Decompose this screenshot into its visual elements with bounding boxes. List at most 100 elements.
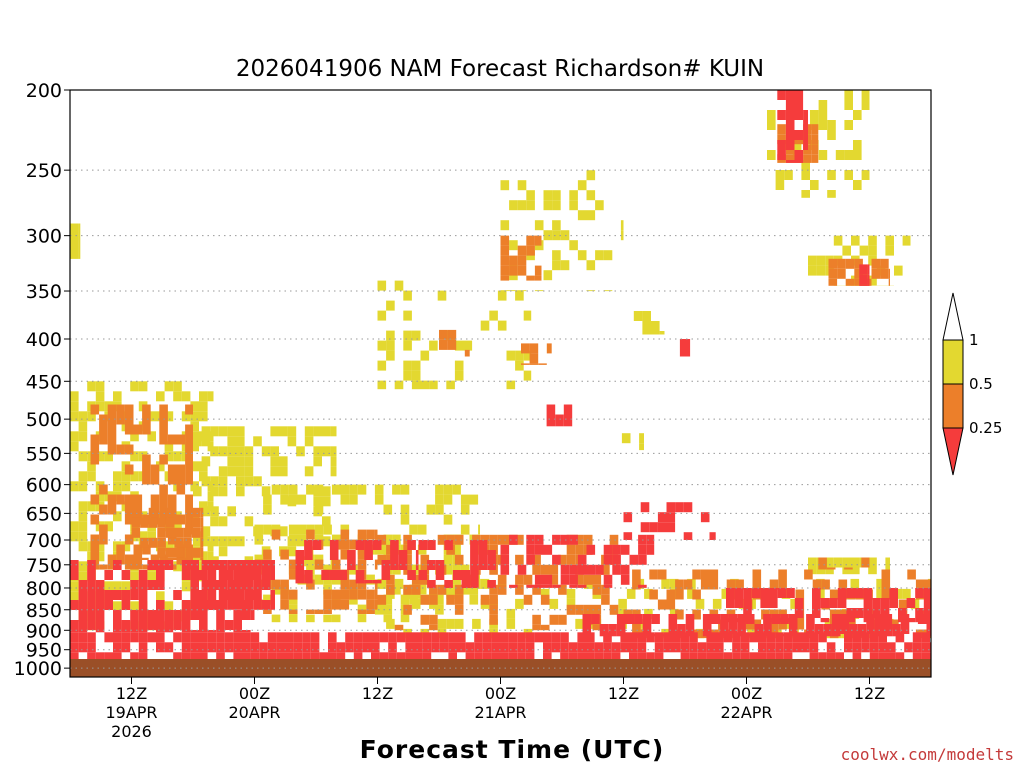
ri-cell-0.25_0.5	[165, 547, 175, 558]
ri-cell-0.5_1	[827, 170, 836, 180]
ri-cell-0.25_0.5	[116, 554, 125, 565]
ri-cell-0.25_0.5	[844, 567, 853, 570]
ri-cell-0.5_1	[288, 524, 298, 535]
ri-cell-0.5_1	[377, 380, 387, 390]
ri-cell-0.25_0.5	[331, 589, 341, 600]
ri-cell-0.25_0.5	[649, 589, 658, 600]
ri-cell-0.25_0.5	[523, 574, 533, 585]
ri-cell-lt_0.25	[857, 624, 867, 634]
ri-cell-lt_0.25	[794, 160, 804, 163]
ri-cell-0.5_1	[409, 524, 418, 535]
ri-cell-lt_0.25	[577, 554, 587, 565]
ri-cell-0.5_1	[113, 391, 122, 402]
ri-cell-0.5_1	[552, 190, 561, 201]
ri-cell-0.25_0.5	[854, 258, 863, 269]
ri-cell-lt_0.25	[740, 642, 750, 653]
ri-cell-0.25_0.5	[366, 589, 375, 600]
ri-cell-lt_0.25	[599, 634, 609, 637]
ri-cell-0.25_0.5	[575, 604, 584, 615]
ri-cell-0.5_1	[509, 290, 518, 292]
ri-cell-0.25_0.5	[331, 559, 341, 570]
ri-cell-lt_0.25	[818, 652, 827, 663]
ri-cell-0.25_0.5	[592, 624, 602, 631]
ri-cell-lt_0.25	[487, 560, 496, 570]
ri-cell-0.5_1	[861, 90, 870, 100]
ri-cell-lt_0.25	[831, 634, 841, 637]
ri-cell-0.25_0.5	[657, 599, 667, 610]
ri-cell-lt_0.25	[138, 590, 148, 600]
ri-cell-lt_0.25	[543, 632, 552, 643]
ri-cell-0.5_1	[121, 471, 131, 482]
ri-cell-lt_0.25	[526, 584, 535, 588]
ri-cell-lt_0.25	[612, 564, 621, 575]
ri-cell-0.5_1	[443, 484, 453, 495]
ri-cell-0.5_1	[644, 608, 653, 619]
ri-cell-lt_0.25	[104, 652, 113, 663]
ri-cell-0.25_0.5	[366, 609, 375, 614]
ri-cell-lt_0.25	[846, 588, 855, 598]
ri-cell-lt_0.25	[210, 580, 219, 590]
ri-cell-0.5_1	[460, 494, 470, 505]
ri-cell-0.5_1	[411, 330, 421, 341]
x-tick-label: 12Z	[362, 684, 393, 703]
ri-cell-0.25_0.5	[142, 464, 151, 475]
ri-cell-lt_0.25	[121, 632, 131, 643]
ri-cell-lt_0.25	[233, 652, 242, 663]
ri-cell-0.25_0.5	[200, 557, 204, 560]
ri-cell-lt_0.25	[900, 624, 910, 634]
ri-cell-lt_0.25	[926, 624, 931, 634]
ri-cell-0.25_0.5	[140, 517, 149, 528]
ri-cell-lt_0.25	[594, 642, 604, 653]
ri-cell-0.5_1	[400, 594, 410, 605]
ri-cell-lt_0.25	[809, 642, 819, 653]
ri-cell-0.5_1	[577, 250, 587, 261]
ri-cell-lt_0.25	[405, 632, 414, 643]
ri-cell-0.25_0.5	[176, 484, 186, 495]
ri-cell-0.5_1	[644, 588, 653, 599]
ri-cell-0.5_1	[517, 180, 527, 191]
ri-cell-lt_0.25	[803, 140, 808, 150]
ri-cell-lt_0.25	[78, 630, 88, 633]
ri-cell-0.5_1	[218, 426, 228, 437]
ri-cell-lt_0.25	[611, 642, 621, 653]
ri-cell-0.5_1	[575, 618, 584, 629]
ri-cell-lt_0.25	[156, 630, 165, 633]
ri-cell-0.25_0.5	[99, 434, 108, 445]
ri-cell-0.5_1	[552, 200, 561, 211]
ri-cell-lt_0.25	[405, 642, 414, 653]
ri-cell-lt_0.25	[758, 652, 767, 663]
ri-cell-lt_0.25	[448, 652, 457, 663]
ri-cell-0.25_0.5	[185, 464, 193, 475]
x-tick-label: 12Z	[116, 684, 147, 703]
ri-cell-lt_0.25	[923, 608, 931, 618]
ri-cell-0.5_1	[894, 265, 903, 276]
ri-cell-0.25_0.5	[609, 534, 619, 545]
ri-cell-lt_0.25	[270, 560, 275, 570]
ri-cell-0.25_0.5	[871, 258, 881, 269]
ri-cell-lt_0.25	[892, 634, 901, 637]
ri-cell-0.25_0.5	[288, 609, 298, 614]
ri-cell-0.5_1	[392, 584, 401, 595]
ri-cell-0.5_1	[218, 476, 228, 487]
ri-cell-lt_0.25	[792, 632, 801, 643]
ri-cell-0.5_1	[87, 471, 96, 482]
ri-cell-lt_0.25	[302, 642, 311, 653]
ri-cell-lt_0.25	[849, 624, 858, 634]
ri-cell-lt_0.25	[526, 534, 535, 545]
ri-cell-lt_0.25	[846, 608, 855, 618]
ri-cell-lt_0.25	[470, 540, 479, 550]
ri-cell-lt_0.25	[649, 522, 658, 533]
ri-cell-0.25_0.5	[191, 527, 201, 538]
ri-cell-0.5_1	[377, 340, 387, 351]
ri-cell-0.25_0.5	[726, 579, 736, 590]
ri-cell-0.25_0.5	[907, 569, 916, 580]
ri-cell-0.25_0.5	[837, 268, 846, 279]
ri-cell-0.5_1	[792, 140, 802, 150]
ri-cell-0.5_1	[435, 594, 444, 605]
ri-cell-lt_0.25	[906, 598, 916, 608]
ri-cell-lt_0.25	[190, 632, 199, 643]
ri-cell-0.25_0.5	[185, 504, 193, 515]
ri-cell-lt_0.25	[276, 642, 285, 653]
ri-cell-0.5_1	[130, 571, 139, 582]
ri-cell-lt_0.25	[328, 652, 337, 663]
